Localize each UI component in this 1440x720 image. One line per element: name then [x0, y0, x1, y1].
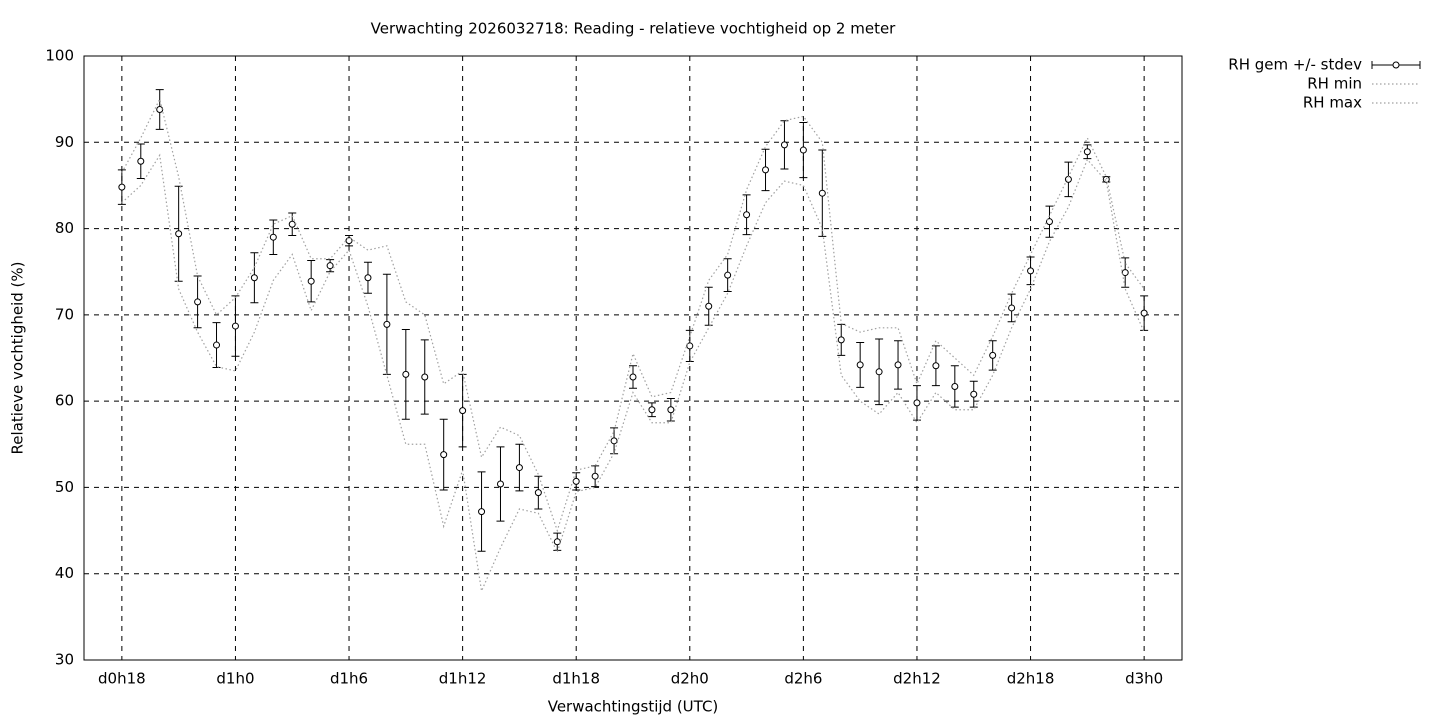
data-point	[591, 472, 599, 480]
y-tick-label: 50	[55, 478, 74, 496]
data-point	[932, 362, 940, 370]
data-point	[970, 390, 978, 398]
series-line	[121, 97, 1145, 533]
data-point	[572, 477, 580, 485]
y-axis-label: Relatieve vochtigheid (%)	[9, 261, 27, 454]
data-point	[1121, 269, 1129, 277]
data-point	[459, 407, 467, 415]
data-point	[837, 336, 845, 344]
data-point	[1008, 304, 1016, 312]
data-point	[762, 166, 770, 174]
x-tick-label: d2h12	[893, 670, 941, 688]
data-point	[724, 271, 732, 279]
data-point	[780, 141, 788, 149]
data-point	[989, 351, 997, 359]
data-point	[175, 230, 183, 238]
y-tick-label: 30	[55, 651, 74, 669]
x-tick-label: d3h0	[1125, 670, 1163, 688]
x-tick-label: d1h0	[216, 670, 254, 688]
data-point	[951, 382, 959, 390]
data-point	[1045, 218, 1053, 226]
data-point	[856, 361, 864, 369]
data-point	[250, 274, 258, 282]
data-point	[478, 508, 486, 516]
data-point	[534, 489, 542, 497]
y-tick-label: 90	[55, 133, 74, 151]
chart-title: Verwachting 2026032718: Reading - relati…	[371, 20, 897, 38]
data-point	[705, 302, 713, 310]
data-point	[667, 406, 675, 414]
data-point	[307, 277, 315, 285]
data-point	[515, 464, 523, 472]
legend-swatch	[1392, 61, 1400, 69]
data-point	[648, 406, 656, 414]
data-point	[1140, 309, 1148, 317]
x-tick-label: d2h0	[671, 670, 709, 688]
data-point	[288, 220, 296, 228]
data-point	[686, 342, 694, 350]
x-tick-label: d1h12	[439, 670, 487, 688]
data-point	[913, 399, 921, 407]
legend-label: RH gem +/- stdev	[1228, 56, 1362, 74]
data-point	[1027, 267, 1035, 275]
data-point	[610, 437, 618, 445]
plot-frame	[83, 55, 1183, 661]
x-tick-label: d1h6	[330, 670, 368, 688]
data-point	[496, 480, 504, 488]
data-point	[1102, 175, 1110, 183]
y-tick-label: 60	[55, 392, 74, 410]
legend-label: RH min	[1307, 75, 1362, 93]
x-axis-label: Verwachtingstijd (UTC)	[548, 698, 719, 716]
data-point	[818, 189, 826, 197]
x-tick-label: d1h18	[552, 670, 600, 688]
data-point	[364, 274, 372, 282]
data-point	[194, 298, 202, 306]
data-point	[421, 373, 429, 381]
data-point	[743, 211, 751, 219]
data-point	[553, 538, 561, 546]
data-point	[213, 341, 221, 349]
x-tick-label: d2h18	[1007, 670, 1055, 688]
data-point	[1083, 148, 1091, 156]
series-line	[121, 153, 1145, 594]
data-point	[383, 320, 391, 328]
data-point	[231, 322, 239, 330]
data-point	[118, 183, 126, 191]
x-tick-label: d0h18	[98, 670, 146, 688]
data-point	[137, 157, 145, 165]
y-tick-label: 70	[55, 305, 74, 323]
y-tick-label: 40	[55, 564, 74, 582]
legend-label: RH max	[1303, 94, 1362, 112]
data-point	[629, 373, 637, 381]
data-point	[894, 361, 902, 369]
data-point	[875, 368, 883, 376]
data-point	[326, 262, 334, 270]
y-tick-label: 100	[45, 47, 74, 65]
data-point	[799, 146, 807, 154]
x-tick-label: d2h6	[784, 670, 822, 688]
data-point	[402, 370, 410, 378]
data-point	[440, 451, 448, 459]
data-point	[269, 233, 277, 241]
y-tick-label: 80	[55, 219, 74, 237]
